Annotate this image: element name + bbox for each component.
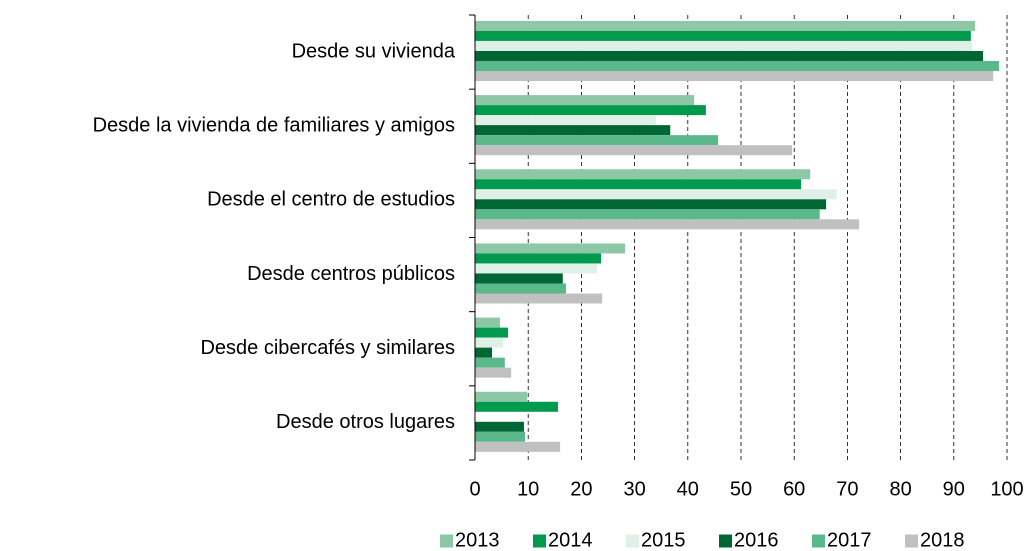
bar	[475, 441, 561, 452]
x-tick-label: 0	[469, 478, 480, 500]
legend-swatch	[626, 534, 639, 548]
x-tick-label: 50	[730, 478, 752, 500]
category-label: Desde su vivienda	[292, 40, 456, 62]
bar	[475, 243, 626, 254]
bar	[475, 253, 602, 264]
legend-swatch	[905, 534, 918, 548]
bar	[475, 50, 984, 61]
bar	[475, 145, 793, 156]
bar	[475, 95, 695, 106]
category-label: Desde otros lugares	[276, 411, 455, 433]
bar	[475, 189, 837, 200]
bar	[475, 169, 811, 180]
bar	[475, 20, 976, 31]
bar	[475, 273, 563, 284]
bar	[475, 179, 802, 190]
legend-swatch	[719, 534, 732, 548]
bar	[475, 367, 512, 378]
bar	[475, 401, 558, 412]
bar	[475, 219, 860, 230]
legend-swatch	[533, 534, 546, 548]
bar	[475, 60, 1000, 71]
legend-label: 2018	[920, 529, 965, 551]
legend-label: 2013	[455, 529, 500, 551]
bar	[475, 317, 501, 328]
x-tick-label: 40	[677, 478, 699, 500]
legend-label: 2016	[734, 529, 779, 551]
bar	[475, 135, 719, 146]
bar	[475, 327, 508, 338]
bar	[475, 431, 526, 442]
bar	[475, 105, 706, 116]
bar	[475, 391, 528, 402]
bar	[475, 347, 493, 358]
legend-label: 2015	[641, 529, 686, 551]
x-tick-label: 80	[889, 478, 911, 500]
category-label: Desde centros públicos	[247, 263, 455, 285]
bar	[475, 125, 671, 136]
category-label: Desde el centro de estudios	[207, 189, 455, 211]
bar	[475, 421, 524, 432]
category-label: Desde la vivienda de familiares y amigos	[93, 115, 455, 137]
bar	[475, 293, 603, 304]
bar	[475, 357, 505, 368]
bar	[475, 199, 827, 210]
x-tick-label: 90	[943, 478, 965, 500]
legend-swatch	[812, 534, 825, 548]
legend-swatch	[440, 534, 453, 548]
bar	[475, 30, 971, 41]
bar	[475, 70, 994, 82]
x-tick-label: 30	[623, 478, 645, 500]
bar	[475, 337, 504, 348]
x-tick-label: 100	[990, 478, 1023, 500]
bar	[475, 40, 972, 51]
x-tick-label: 20	[570, 478, 592, 500]
category-label: Desde cibercafés y similares	[200, 337, 455, 359]
bar	[475, 115, 656, 126]
x-tick-label: 70	[836, 478, 858, 500]
x-tick-label: 60	[783, 478, 805, 500]
legend-label: 2017	[827, 529, 872, 551]
bar	[475, 283, 566, 294]
bar	[475, 263, 597, 274]
x-tick-label: 10	[517, 478, 539, 500]
legend-label: 2014	[548, 529, 593, 551]
bar	[475, 209, 820, 220]
